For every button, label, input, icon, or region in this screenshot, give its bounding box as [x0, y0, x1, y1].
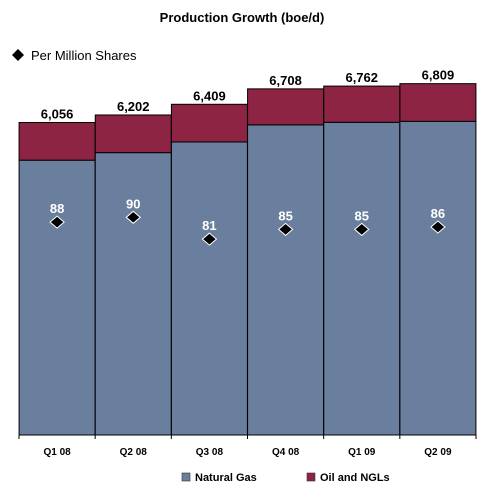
bar-oil-ngls-2 [94, 114, 172, 154]
pms-marker-layer: 88 90 81 85 85 86 [49, 196, 446, 246]
pms-legend: Per Million Shares [12, 48, 137, 63]
pms-label-6: 86 [431, 206, 445, 221]
bar-natural-gas-3 [170, 141, 248, 436]
pms-legend-diamond-icon [12, 49, 24, 61]
pms-marker-1 [49, 215, 65, 229]
bar-natural-gas-2 [94, 152, 172, 436]
x-tick-label-4: Q4 08 [272, 447, 300, 458]
total-label-6: 6,809 [422, 68, 455, 83]
total-label-5: 6,762 [345, 70, 378, 85]
pms-marker-4 [277, 222, 294, 237]
pms-label-3: 81 [202, 218, 216, 233]
total-label-2: 6,202 [117, 99, 150, 114]
bar-natural-gas-4 [247, 124, 325, 436]
pms-marker-5 [353, 222, 370, 237]
total-label-1: 6,056 [41, 107, 74, 122]
legend-swatch-natural-gas [181, 472, 191, 482]
legend-swatch-oil-ngls [306, 472, 316, 482]
legend-label-natural-gas: Natural Gas [195, 472, 257, 484]
x-tick-label-2: Q2 08 [120, 447, 148, 458]
bar-natural-gas-1 [18, 159, 96, 436]
bar-oil-ngls-5 [323, 85, 401, 123]
bar-oil-ngls-6 [399, 83, 477, 122]
x-tick-label-5: Q1 09 [348, 447, 376, 458]
pms-label-4: 85 [278, 208, 292, 223]
bar-oil-ngls-1 [18, 122, 96, 161]
total-label-4: 6,708 [269, 73, 302, 88]
x-tick-label-1: Q1 08 [43, 447, 71, 458]
pms-marker-6 [430, 220, 446, 234]
x-tick-label-3: Q3 08 [196, 447, 224, 458]
legend: Natural Gas Oil and NGLs [181, 472, 390, 484]
bar-natural-gas-6 [399, 120, 477, 436]
x-tick-label-6: Q2 09 [424, 447, 452, 458]
pms-legend-label: Per Million Shares [31, 48, 137, 63]
pms-label-2: 90 [126, 196, 140, 211]
total-label-3: 6,409 [193, 88, 226, 103]
pms-label-5: 85 [355, 208, 369, 223]
bar-oil-ngls-3 [170, 103, 248, 143]
bar-oil-ngls-4 [247, 88, 325, 126]
chart-title: Production Growth (boe/d) [160, 10, 325, 25]
pms-marker-3 [201, 232, 218, 246]
legend-label-oil-ngls: Oil and NGLs [320, 472, 390, 484]
x-axis: Q1 08 Q2 08 Q3 08 Q4 08 Q1 09 Q2 09 [18, 434, 477, 458]
pms-label-1: 88 [50, 201, 64, 216]
pms-marker-2 [125, 210, 142, 224]
bar-layer: 6,056 6,202 6,409 6,708 6,762 6,809 [18, 68, 477, 436]
bar-natural-gas-5 [323, 121, 401, 436]
